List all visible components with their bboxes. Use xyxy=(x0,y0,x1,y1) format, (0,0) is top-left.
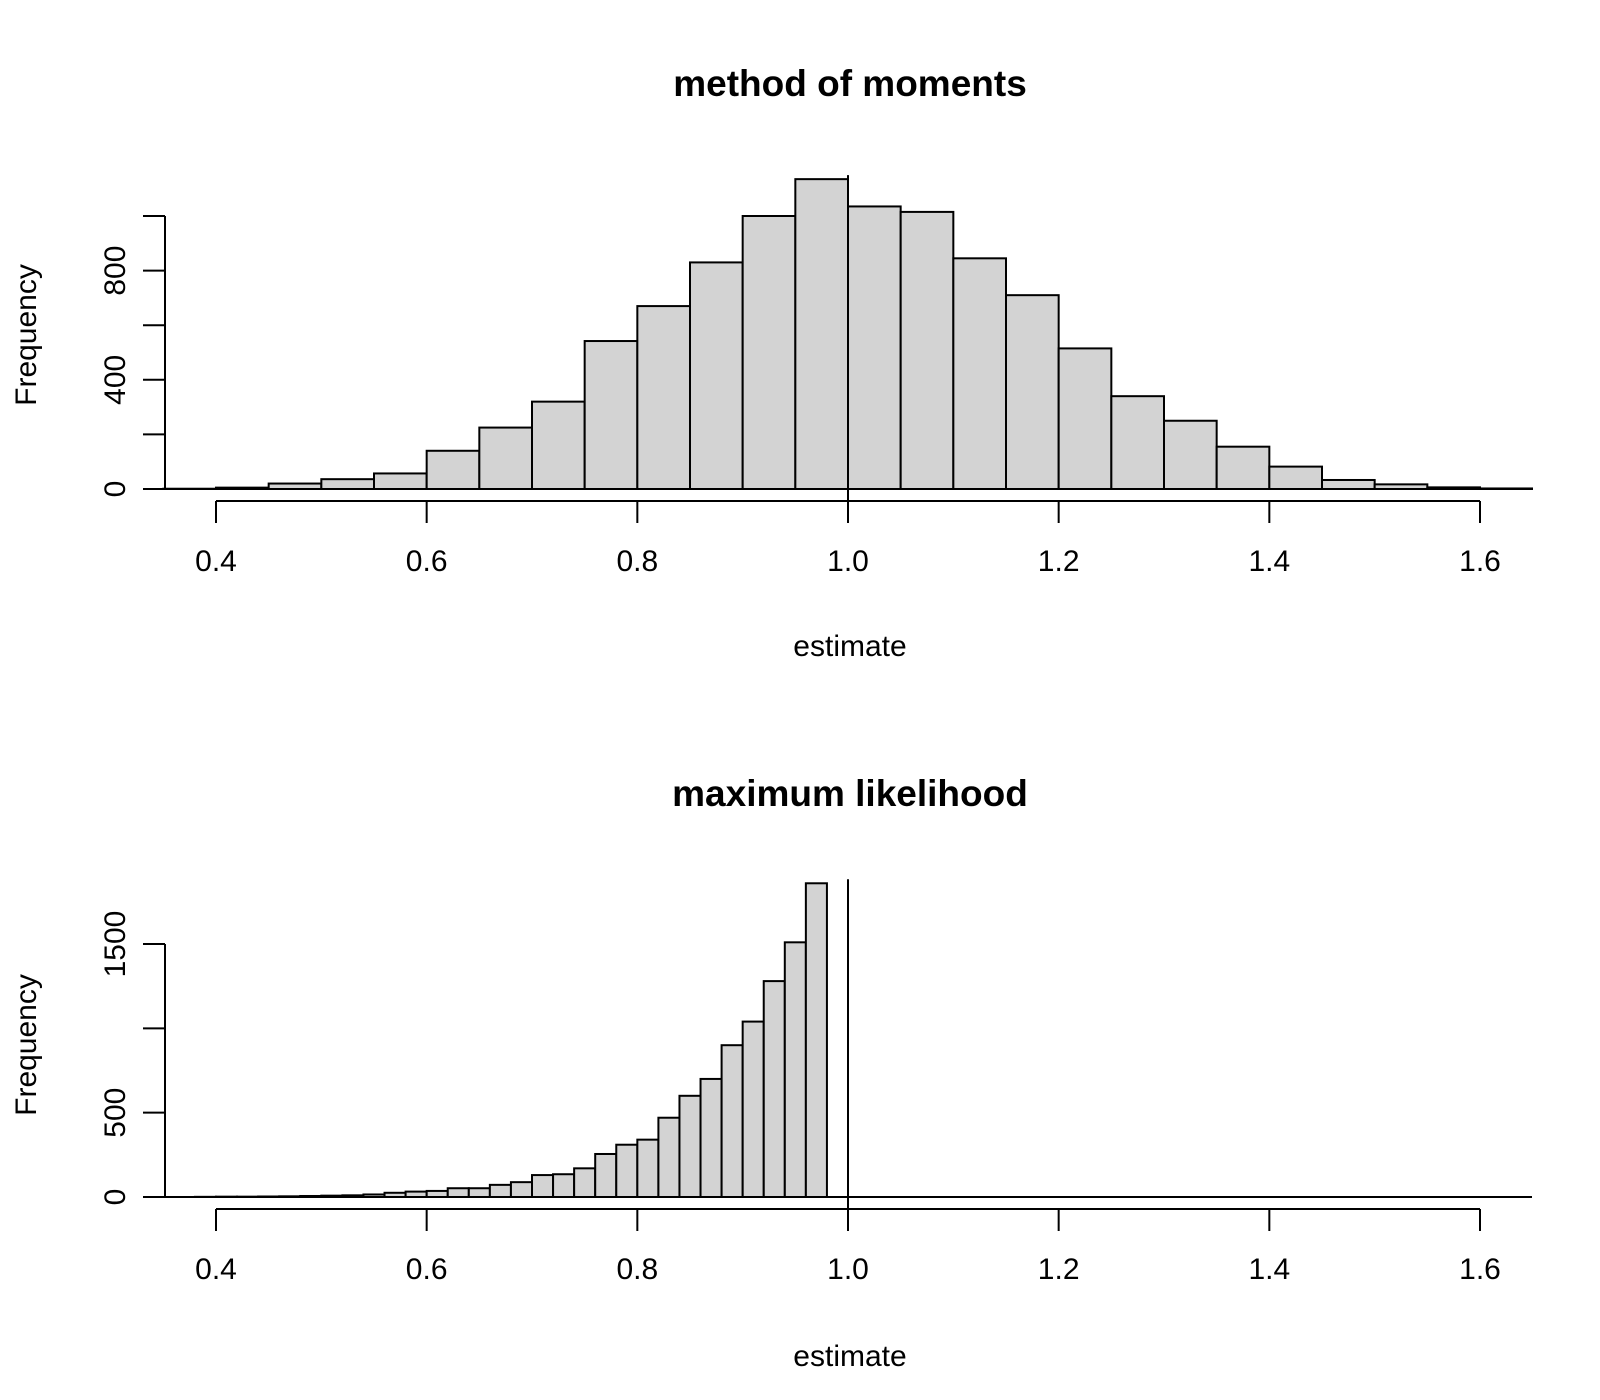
histogram-bar xyxy=(531,400,586,491)
bars xyxy=(193,882,828,1199)
histogram-bar xyxy=(847,205,902,490)
axes: 0.4 0.6 0.8 1.0 1.2 1.4 1.6 0 400 800 xyxy=(99,175,1532,578)
x-tick-label: 1.4 xyxy=(1248,1253,1290,1286)
histogram-maximum-likelihood: maximum likelihood estimate Frequency 0.… xyxy=(10,773,1532,1373)
histogram-bar xyxy=(720,1044,744,1198)
histogram-bar xyxy=(1215,445,1271,490)
histogram-bar xyxy=(689,261,744,490)
y-tick-label: 800 xyxy=(99,246,132,296)
histogram-bar xyxy=(478,426,534,491)
histogram-bar xyxy=(320,478,376,490)
bars xyxy=(162,178,1533,491)
histogram-bar xyxy=(1163,419,1218,490)
histogram-bar xyxy=(762,980,786,1199)
histogram-bar xyxy=(446,1187,470,1199)
x-tick-label: 1.6 xyxy=(1459,545,1501,578)
x-tick-label: 1.0 xyxy=(827,545,869,578)
histogram-bar xyxy=(488,1183,512,1198)
histogram-bar xyxy=(1005,294,1060,491)
x-tick-label: 1.6 xyxy=(1459,1253,1501,1286)
x-tick-label: 0.4 xyxy=(195,1253,237,1286)
y-tick-label: 1500 xyxy=(99,911,132,978)
y-tick-label: 0 xyxy=(99,481,132,498)
y-tick-label: 0 xyxy=(99,1189,132,1206)
histogram-bar xyxy=(1110,395,1166,490)
chart-title: method of moments xyxy=(673,63,1027,104)
x-tick-label: 0.4 xyxy=(195,545,237,578)
histogram-bar xyxy=(573,1167,597,1198)
y-axis-label: Frequency xyxy=(10,974,43,1116)
histogram-method-of-moments: method of moments estimate Frequency 0.4… xyxy=(10,63,1533,663)
histogram-bar xyxy=(678,1094,702,1199)
y-tick-label: 500 xyxy=(99,1088,132,1138)
x-tick-label: 0.6 xyxy=(406,1253,448,1286)
histogram-bar xyxy=(1321,478,1376,490)
histogram-bar xyxy=(783,941,807,1199)
histogram-bar xyxy=(699,1077,723,1199)
histogram-bar xyxy=(467,1187,491,1199)
histogram-bar xyxy=(594,1152,618,1198)
histogram-bar xyxy=(531,1174,555,1199)
x-tick-label: 0.8 xyxy=(616,1253,658,1286)
histogram-bar xyxy=(741,1020,765,1198)
x-axis-label: estimate xyxy=(793,1340,906,1373)
histogram-bar xyxy=(615,1143,639,1199)
x-tick-label: 0.6 xyxy=(406,545,448,578)
histogram-bar xyxy=(899,210,955,490)
histogram-bar xyxy=(373,472,428,490)
histogram-bar xyxy=(425,449,481,490)
y-tick-label: 400 xyxy=(99,355,132,405)
histogram-bar xyxy=(636,1138,660,1198)
histogram-bar xyxy=(952,257,1007,490)
histogram-bar xyxy=(741,215,797,490)
x-tick-label: 0.8 xyxy=(616,545,658,578)
histogram-bar xyxy=(552,1173,576,1198)
histogram-bar xyxy=(657,1116,681,1199)
y-axis-label: Frequency xyxy=(10,264,43,406)
axes: 0.4 0.6 0.8 1.0 1.2 1.4 1.6 0 500 1500 xyxy=(99,879,1532,1286)
x-tick-label: 1.0 xyxy=(827,1253,869,1286)
histogram-bar xyxy=(804,882,828,1199)
x-tick-label: 1.2 xyxy=(1038,1253,1080,1286)
x-axis-label: estimate xyxy=(793,630,906,663)
histogram-bar xyxy=(636,305,691,490)
histogram-bar xyxy=(509,1181,533,1199)
chart-title: maximum likelihood xyxy=(672,773,1028,814)
x-tick-label: 1.2 xyxy=(1038,545,1080,578)
histogram-bar xyxy=(1268,465,1324,491)
x-tick-label: 1.4 xyxy=(1248,545,1290,578)
histogram-bar xyxy=(583,340,639,490)
histogram-bar xyxy=(794,178,849,491)
histogram-bar xyxy=(1057,347,1113,490)
